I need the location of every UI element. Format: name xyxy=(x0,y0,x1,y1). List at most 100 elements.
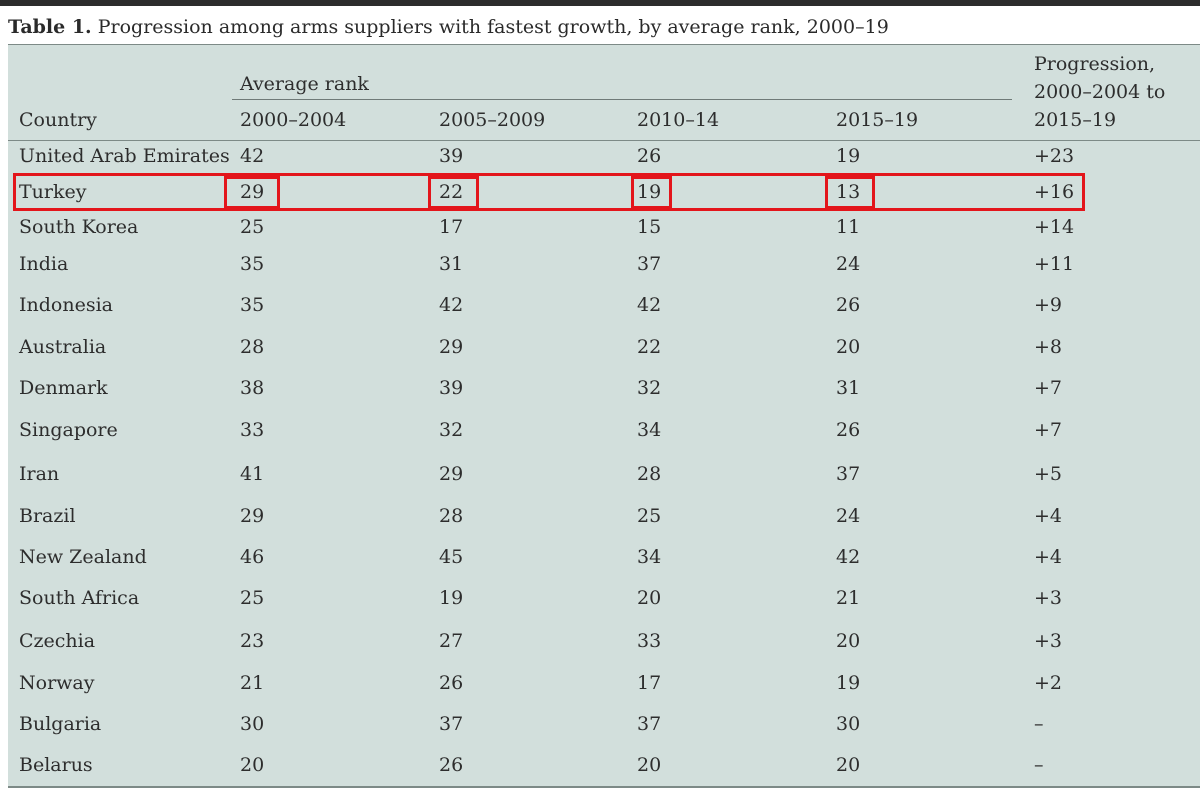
rank-cell: 29 xyxy=(240,505,265,527)
progression-cell: +3 xyxy=(1034,630,1063,652)
row-country: Iran xyxy=(19,463,60,485)
rank-cell: 23 xyxy=(240,630,265,652)
group-header: Average rank xyxy=(240,73,369,95)
progression-cell: – xyxy=(1034,754,1044,776)
progression-cell: +2 xyxy=(1034,672,1063,694)
rank-cell: 33 xyxy=(240,419,265,441)
rank-cell: 34 xyxy=(637,419,662,441)
rank-cell: 20 xyxy=(637,587,662,609)
column-header: 2015–19 xyxy=(836,109,919,131)
row-country: Turkey xyxy=(19,181,87,203)
rank-cell: 30 xyxy=(240,713,265,735)
column-header: 2000–2004 xyxy=(240,109,347,131)
rank-cell: 17 xyxy=(439,216,464,238)
row-country: Czechia xyxy=(19,630,96,652)
progression-cell: +8 xyxy=(1034,336,1063,358)
rank-cell: 39 xyxy=(439,145,464,167)
table-caption: Progression among arms suppliers with fa… xyxy=(97,16,889,38)
highlight-cell-box xyxy=(224,176,280,209)
progression-cell: +4 xyxy=(1034,546,1063,568)
rank-cell: 17 xyxy=(637,672,662,694)
header-rule xyxy=(8,140,1200,141)
rank-cell: 26 xyxy=(439,754,464,776)
data-table xyxy=(8,44,1200,788)
highlight-cell-box xyxy=(428,176,479,209)
rank-cell: 28 xyxy=(240,336,265,358)
rank-cell: 42 xyxy=(240,145,265,167)
rank-cell: 24 xyxy=(836,253,861,275)
progression-cell: +23 xyxy=(1034,145,1075,167)
row-country: New Zealand xyxy=(19,546,147,568)
progression-cell: +3 xyxy=(1034,587,1063,609)
column-header: 2005–2009 xyxy=(439,109,546,131)
progression-cell: +11 xyxy=(1034,253,1075,275)
rank-cell: 35 xyxy=(240,253,265,275)
rank-cell: 25 xyxy=(240,216,265,238)
row-country: Australia xyxy=(19,336,107,358)
progression-cell: +5 xyxy=(1034,463,1063,485)
row-country: Bulgaria xyxy=(19,713,102,735)
highlight-row-box xyxy=(13,173,1085,211)
group-header-rule xyxy=(232,99,1012,100)
rank-cell: 29 xyxy=(439,336,464,358)
rank-cell: 30 xyxy=(836,713,861,735)
rank-cell: 28 xyxy=(439,505,464,527)
row-country: South Africa xyxy=(19,587,140,609)
rank-cell: 19 xyxy=(439,587,464,609)
bottom-rule xyxy=(8,786,1200,788)
rank-cell: 25 xyxy=(637,505,662,527)
rank-cell: 22 xyxy=(637,336,662,358)
rank-cell: 32 xyxy=(439,419,464,441)
rank-cell: 37 xyxy=(836,463,861,485)
highlight-cell-box xyxy=(825,176,875,209)
progression-header-line2: 2000–2004 to xyxy=(1034,81,1166,103)
rank-cell: 20 xyxy=(836,754,861,776)
rank-cell: 37 xyxy=(439,713,464,735)
rank-cell: 26 xyxy=(439,672,464,694)
row-country: Indonesia xyxy=(19,294,113,316)
progression-cell: +14 xyxy=(1034,216,1075,238)
rank-cell: 20 xyxy=(836,336,861,358)
rank-cell: 31 xyxy=(836,377,861,399)
rank-cell: 35 xyxy=(240,294,265,316)
rank-cell: 26 xyxy=(836,294,861,316)
row-country: Denmark xyxy=(19,377,108,399)
progression-header-line1: Progression, xyxy=(1034,53,1156,75)
progression-cell: +7 xyxy=(1034,377,1063,399)
rank-cell: 19 xyxy=(637,181,662,203)
progression-cell: +16 xyxy=(1034,181,1075,203)
rank-cell: 31 xyxy=(439,253,464,275)
progression-cell: +7 xyxy=(1034,419,1063,441)
progression-cell: +4 xyxy=(1034,505,1063,527)
progression-header-line3: 2015–19 xyxy=(1034,109,1117,131)
rank-cell: 21 xyxy=(240,672,265,694)
rank-cell: 38 xyxy=(240,377,265,399)
rank-cell: 25 xyxy=(240,587,265,609)
rank-cell: 29 xyxy=(240,181,265,203)
rank-cell: 20 xyxy=(240,754,265,776)
rank-cell: 37 xyxy=(637,713,662,735)
rank-cell: 13 xyxy=(836,181,861,203)
row-country: Norway xyxy=(19,672,95,694)
row-country: Singapore xyxy=(19,419,118,441)
rank-cell: 46 xyxy=(240,546,265,568)
rank-cell: 42 xyxy=(439,294,464,316)
row-country: South Korea xyxy=(19,216,139,238)
rank-cell: 21 xyxy=(836,587,861,609)
rank-cell: 11 xyxy=(836,216,861,238)
rank-cell: 15 xyxy=(637,216,662,238)
rank-cell: 27 xyxy=(439,630,464,652)
table-title: Table 1. Progression among arms supplier… xyxy=(8,14,889,40)
row-country: Brazil xyxy=(19,505,76,527)
rank-cell: 29 xyxy=(439,463,464,485)
rank-cell: 34 xyxy=(637,546,662,568)
rank-cell: 28 xyxy=(637,463,662,485)
table-label: Table 1. xyxy=(8,16,92,38)
progression-cell: – xyxy=(1034,713,1044,735)
rank-cell: 42 xyxy=(637,294,662,316)
rank-cell: 39 xyxy=(439,377,464,399)
rank-cell: 19 xyxy=(836,145,861,167)
country-header: Country xyxy=(19,109,97,131)
rank-cell: 20 xyxy=(836,630,861,652)
rank-cell: 20 xyxy=(637,754,662,776)
